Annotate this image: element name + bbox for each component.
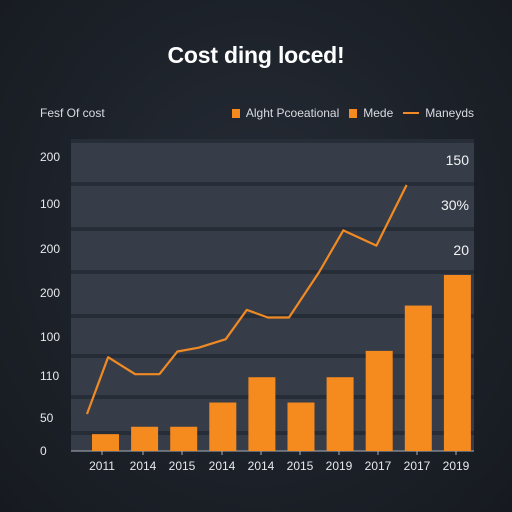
bar: [365, 350, 393, 451]
x-tick-label: 2015: [169, 459, 196, 473]
grid-line: [71, 139, 474, 143]
bar: [131, 426, 159, 451]
x-tick-label: 2014: [248, 459, 275, 473]
y-tick-label: 110: [40, 369, 59, 383]
grid-line: [71, 227, 474, 231]
bar: [326, 377, 354, 451]
y2-tick-label: 150: [446, 152, 470, 168]
y-tick-label: 200: [40, 150, 60, 164]
grid-line: [71, 314, 474, 318]
y-tick-label: 100: [40, 197, 60, 211]
legend-line-series-3: [403, 112, 420, 114]
x-tick-label: 2014: [130, 459, 157, 473]
legend-label-series-2: Mede: [363, 106, 394, 120]
x-tick-label: 2017: [365, 459, 392, 473]
y-tick-label: 100: [40, 330, 60, 344]
legend-item-series-3: Maneyds: [403, 106, 474, 120]
legend-label-series-1: Alght Pcoeational: [245, 106, 340, 120]
x-tick-label: 2011: [89, 459, 115, 473]
bar: [287, 402, 315, 451]
y-tick-label: 200: [40, 242, 60, 256]
y2-tick-label: 30%: [441, 197, 469, 213]
legend-label-series-3: Maneyds: [425, 106, 474, 120]
y-tick-label: 50: [40, 411, 54, 425]
y-tick-label: 200: [40, 286, 60, 300]
bar: [209, 402, 237, 451]
y-tick-label: 0: [40, 444, 47, 458]
x-tick-label: 2015: [287, 459, 314, 473]
grid-line: [71, 270, 474, 274]
y2-tick-label: 20: [453, 242, 469, 258]
line-series: [85, 184, 408, 415]
x-tick-label: 2019: [443, 459, 470, 473]
chart-subtitle: Fesf Of cost: [40, 106, 105, 120]
legend-item-series-2: Mede: [349, 106, 393, 120]
bar: [92, 434, 119, 451]
x-tick-label: 2019: [326, 459, 353, 473]
bar: [170, 426, 198, 451]
grid-line: [71, 182, 474, 186]
x-tick-label: 2014: [209, 459, 236, 473]
legend-item-series-1: Alght Pcoeational: [231, 106, 340, 120]
grid-line: [71, 354, 474, 358]
chart-legend: Alght Pcoeational Mede Maneyds: [231, 106, 474, 120]
legend-swatch-series-2: [349, 108, 358, 118]
chart-title: Cost ding loced!: [167, 42, 345, 68]
x-tick-label: 2017: [404, 459, 431, 473]
legend-swatch-series-1: [231, 108, 240, 118]
bar: [248, 377, 276, 451]
bar: [404, 305, 432, 451]
bar: [443, 275, 471, 451]
